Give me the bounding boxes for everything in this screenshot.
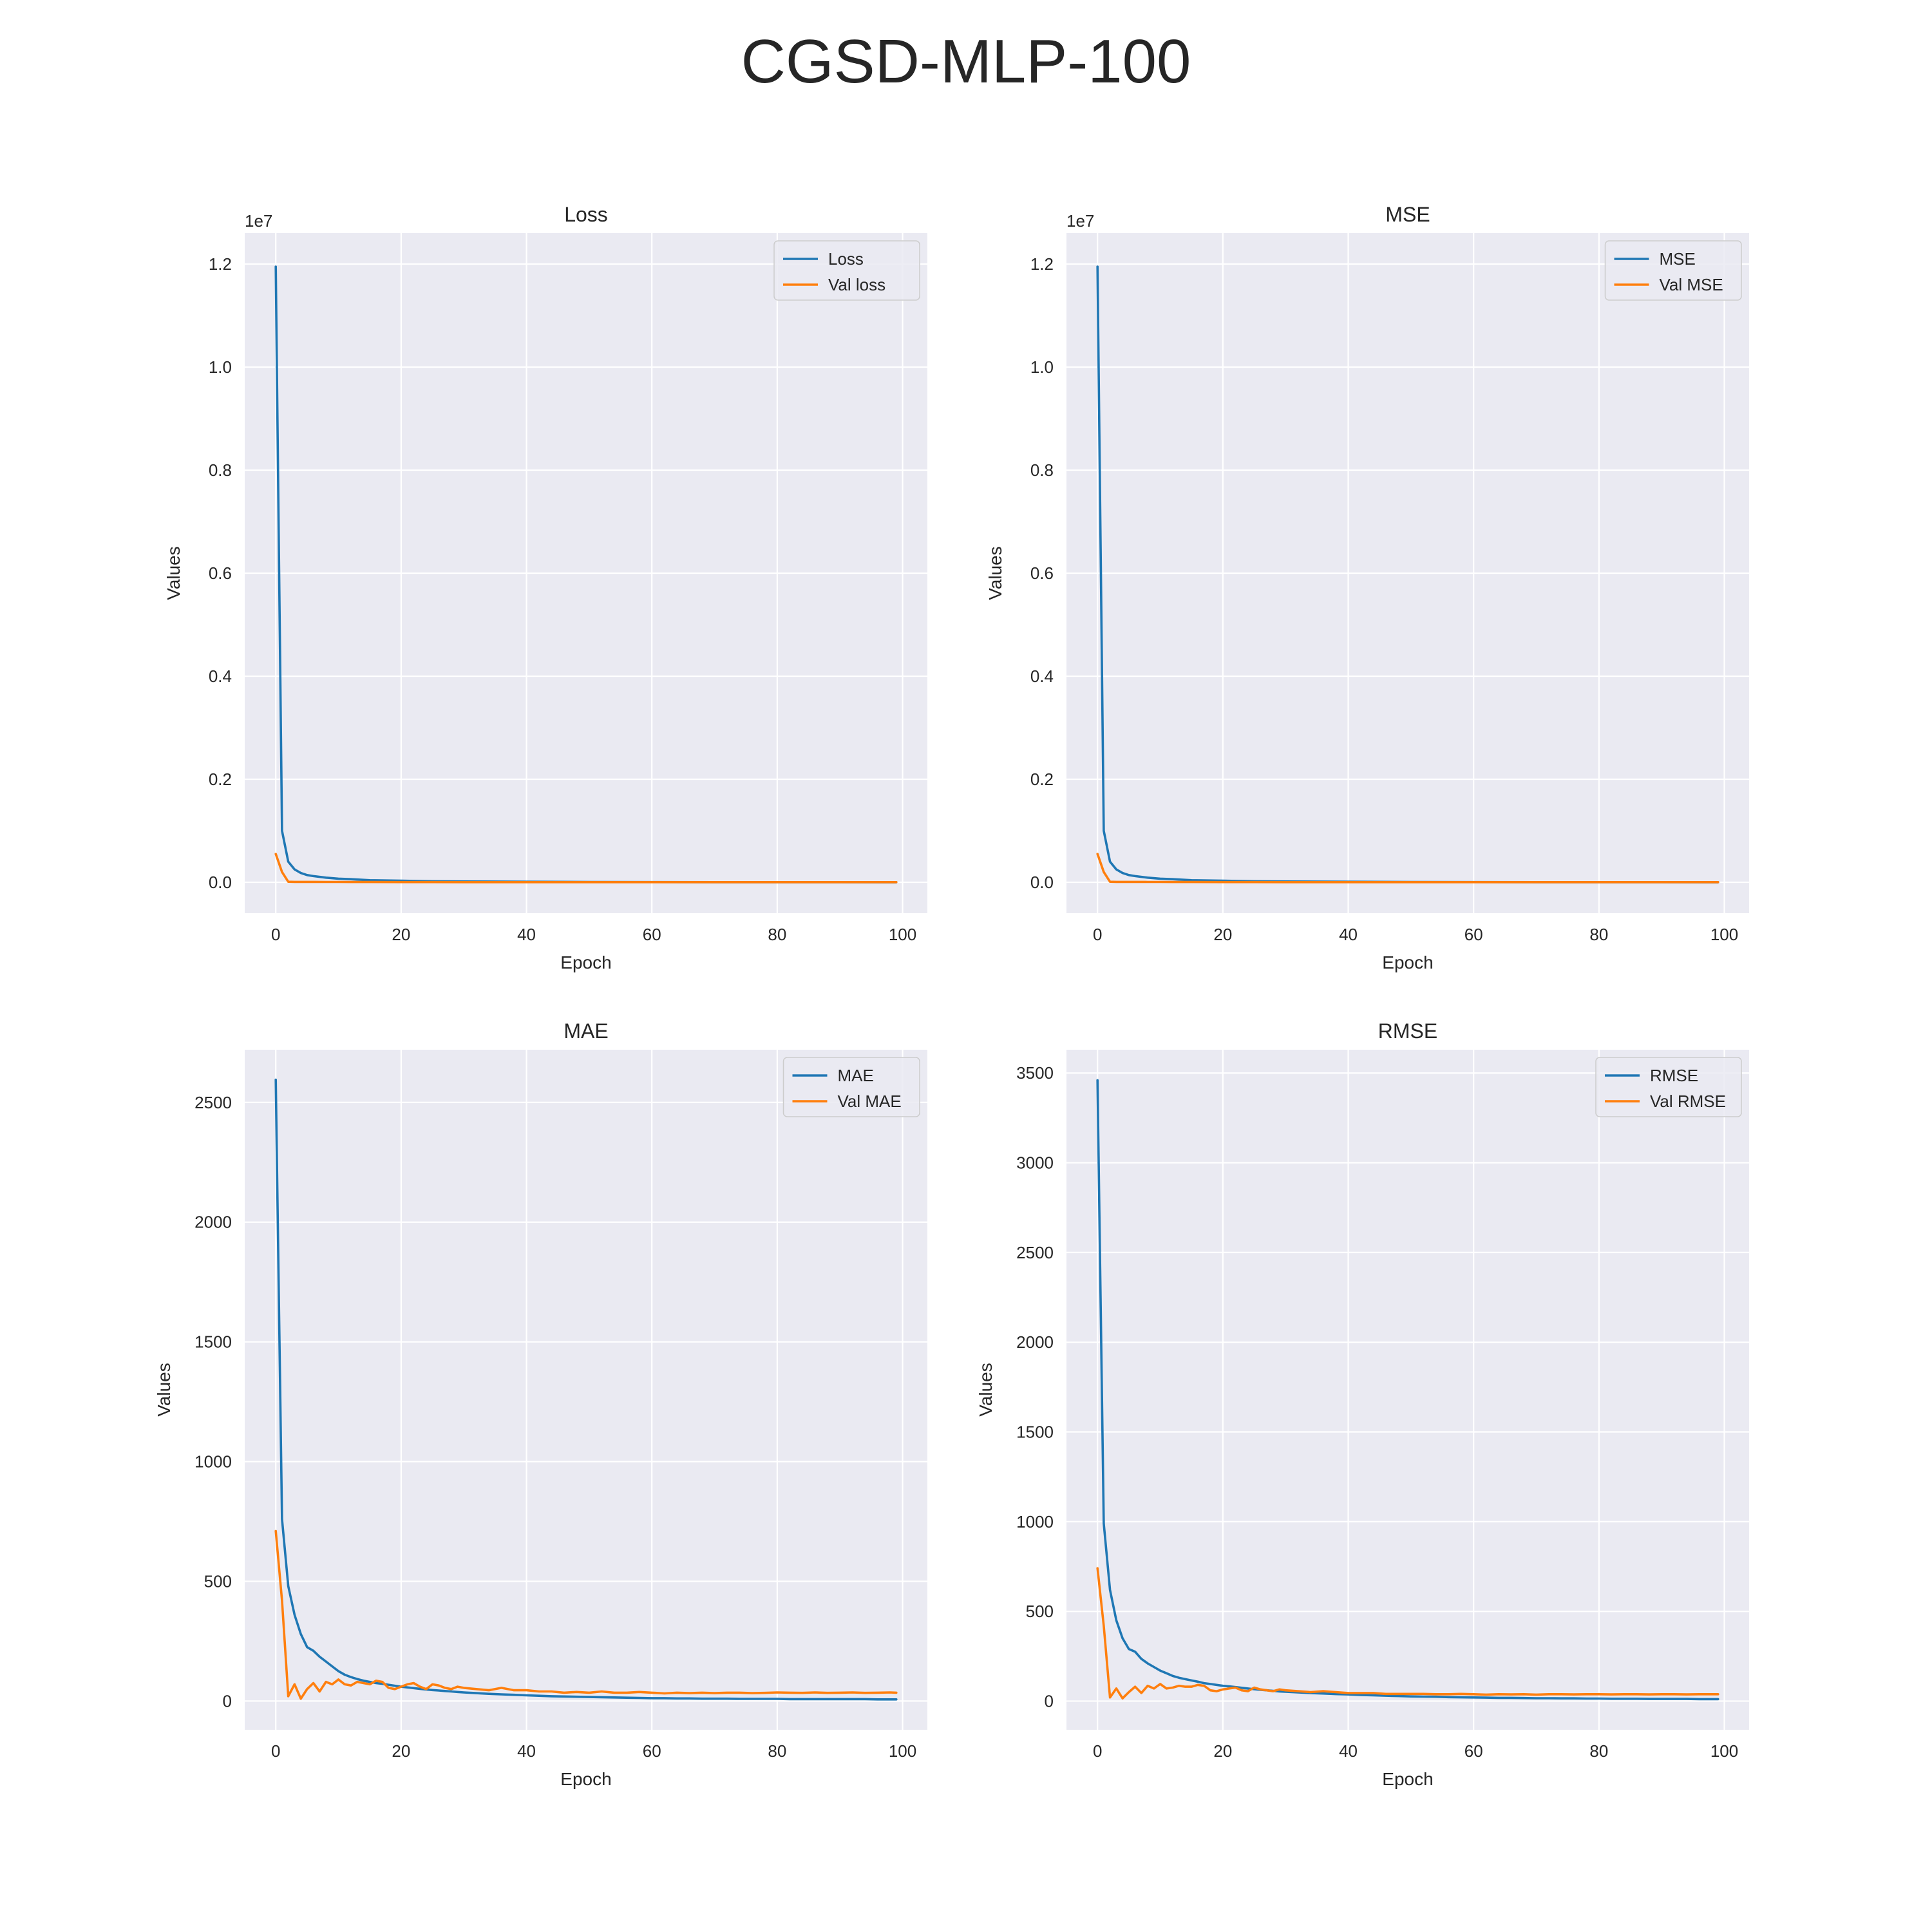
x-tick-label: 80	[768, 925, 786, 944]
y-offset-label: 1e7	[1066, 211, 1094, 231]
x-axis-label: Epoch	[1382, 952, 1433, 972]
y-tick-label: 1500	[194, 1332, 232, 1352]
subplot-2: 0 20 40 60 80 100 0.0 0.2 0.4 0.6 0.8 1.0 1.2 1e7 MSE E…	[985, 203, 1749, 972]
y-tick-label: 1.2	[1030, 254, 1054, 274]
legend: Loss Val loss	[773, 240, 920, 301]
series-line-val-loss	[274, 853, 898, 884]
y-tick-label: 500	[1026, 1602, 1054, 1621]
x-tick-label: 20	[1213, 1741, 1232, 1761]
x-tick-label: 60	[643, 1741, 661, 1761]
subplot-4: 0 20 40 60 80 1000500100015002000250030003500…	[976, 1019, 1749, 1789]
y-axis-label: Values	[985, 546, 1005, 600]
legend-entry: Val RMSE	[1650, 1092, 1726, 1111]
legend-entry: MSE	[1660, 249, 1696, 269]
series-line-val-mse	[1096, 853, 1719, 884]
legend: MSE Val MSE	[1604, 240, 1742, 301]
y-tick-label: 1.2	[209, 254, 232, 274]
x-tick-label: 0	[1093, 1741, 1102, 1761]
y-tick-label: 0.2	[1030, 770, 1054, 789]
x-tick-label: 40	[517, 1741, 536, 1761]
y-tick-label: 1000	[1016, 1512, 1054, 1531]
x-axis-label: Epoch	[1382, 1769, 1433, 1789]
y-tick-label: 3000	[1016, 1153, 1054, 1173]
legend-entry: Loss	[828, 249, 864, 269]
x-tick-label: 40	[1339, 925, 1358, 944]
x-tick-label: 20	[1213, 925, 1232, 944]
series-line-val-rmse	[1096, 1567, 1719, 1700]
series-line-val-mae	[274, 1530, 898, 1700]
legend: MAE Val MAE	[782, 1057, 920, 1117]
subplot-title: MSE	[1385, 203, 1430, 226]
x-tick-label: 40	[517, 925, 536, 944]
subplot-1: 0 20 40 60 80 100 0.0 0.2 0.4 0.6 0.8 1.0 1.2 1e7 Loss…	[164, 203, 927, 972]
x-tick-label: 40	[1339, 1741, 1358, 1761]
y-axis-label: Values	[154, 1363, 174, 1417]
y-tick-label: 1000	[194, 1452, 232, 1472]
y-tick-label: 3500	[1016, 1063, 1054, 1083]
figure-title: CGSD-MLP-100	[741, 27, 1191, 96]
y-tick-label: 0.6	[1030, 564, 1054, 583]
subplot-title: MAE	[564, 1019, 608, 1043]
y-tick-label: 1.0	[1030, 357, 1054, 377]
y-tick-label: 500	[204, 1571, 232, 1591]
x-tick-label: 100	[889, 1741, 916, 1761]
x-tick-label: 0	[1093, 925, 1102, 944]
x-axis-label: Epoch	[560, 1769, 611, 1789]
x-tick-label: 60	[1464, 925, 1483, 944]
y-tick-label: 0.4	[209, 667, 232, 686]
y-axis-label: Values	[976, 1363, 996, 1417]
subplot-3: 0 20 40 60 80 10005001000150020002500MAEEpoch…	[154, 1019, 927, 1789]
plot-area	[245, 1050, 927, 1730]
y-tick-label: 0.4	[1030, 667, 1054, 686]
x-tick-label: 80	[768, 1741, 786, 1761]
plot-area	[1066, 1050, 1749, 1730]
legend-entry: MAE	[838, 1066, 874, 1085]
x-tick-label: 20	[392, 925, 410, 944]
y-tick-label: 2500	[1016, 1243, 1054, 1262]
y-axis-label: Values	[164, 546, 184, 600]
x-tick-label: 80	[1589, 1741, 1608, 1761]
y-tick-label: 0.2	[209, 770, 232, 789]
y-tick-label: 2000	[1016, 1332, 1054, 1352]
legend: RMSE Val RMSE	[1595, 1057, 1742, 1117]
x-tick-label: 100	[1710, 925, 1738, 944]
y-tick-label: 2500	[194, 1093, 232, 1112]
legend-entry: Val MAE	[838, 1092, 902, 1111]
legend-entry: RMSE	[1650, 1066, 1698, 1085]
series-line-rmse	[1096, 1079, 1719, 1701]
legend-entry: Val MSE	[1660, 275, 1723, 294]
legend-entry: Val loss	[828, 275, 886, 294]
x-tick-label: 100	[1710, 1741, 1738, 1761]
y-tick-label: 1.0	[209, 357, 232, 377]
subplot-title: Loss	[564, 203, 608, 226]
x-tick-label: 0	[271, 925, 280, 944]
y-tick-label: 2000	[194, 1213, 232, 1232]
x-tick-label: 20	[392, 1741, 410, 1761]
y-tick-label: 0.0	[209, 873, 232, 892]
x-tick-label: 60	[1464, 1741, 1483, 1761]
series-line-mae	[274, 1078, 898, 1701]
y-tick-label: 0.0	[1030, 873, 1054, 892]
y-tick-label: 0	[1045, 1691, 1054, 1710]
x-tick-label: 80	[1589, 925, 1608, 944]
y-tick-label: 0.8	[209, 460, 232, 480]
x-tick-label: 100	[889, 925, 916, 944]
y-tick-label: 0	[223, 1691, 232, 1710]
subplots-grid: 0 20 40 60 80 100 0.0 0.2 0.4 0.6 0.8 1.0 1.2 1e7 Loss…	[154, 203, 1749, 1789]
x-tick-label: 0	[271, 1741, 280, 1761]
x-axis-label: Epoch	[560, 952, 611, 972]
y-tick-label: 0.6	[209, 564, 232, 583]
x-tick-label: 60	[643, 925, 661, 944]
y-tick-label: 1500	[1016, 1422, 1054, 1441]
subplot-title: RMSE	[1378, 1019, 1437, 1043]
y-tick-label: 0.8	[1030, 460, 1054, 480]
y-offset-label: 1e7	[245, 211, 272, 231]
